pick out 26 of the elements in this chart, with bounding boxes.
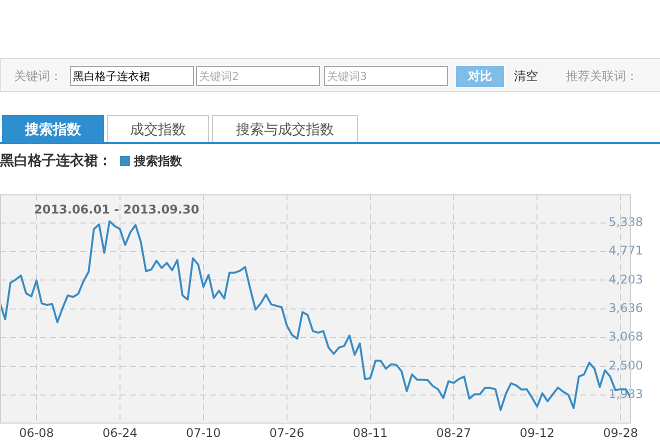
text: 搜索与成交指数 [212, 115, 358, 143]
x-tick-label: 06-24 [102, 426, 138, 440]
x-tick-label: 07-10 [186, 426, 221, 440]
x-tick-label: 07-26 [269, 426, 304, 440]
x-tick-label: 06-08 [19, 426, 54, 440]
annotation: 2013.06.01 - 2013.09.30 [34, 202, 200, 216]
y-tick-label: 4,771 [608, 244, 643, 258]
x-tick-label: 08-27 [436, 426, 472, 440]
text: 对比 [456, 66, 504, 87]
x-tick-label: 09-28 [603, 426, 638, 440]
text: 关键词： [14, 68, 62, 85]
y-tick-label: 5,338 [608, 215, 643, 230]
y-tick-label: 4,203 [608, 272, 643, 286]
text: 成交指数 [107, 115, 209, 143]
y-tick-label: 2,500 [608, 358, 643, 372]
chart-title: 黑白格子连衣裙： [0, 152, 112, 170]
text: 黑白格子连衣裙 [70, 66, 194, 86]
text: 清空 [514, 68, 538, 85]
text: 推荐关联词： [566, 68, 638, 85]
legend-label: 搜索指数 [134, 152, 182, 170]
x-tick-label: 09-12 [520, 426, 555, 440]
y-tick-label: 3,636 [608, 301, 643, 315]
text: 关键词3 [324, 66, 448, 86]
text: 关键词2 [196, 66, 320, 86]
y-tick-label: 3,068 [608, 330, 643, 344]
x-tick-label: 08-11 [352, 426, 388, 440]
